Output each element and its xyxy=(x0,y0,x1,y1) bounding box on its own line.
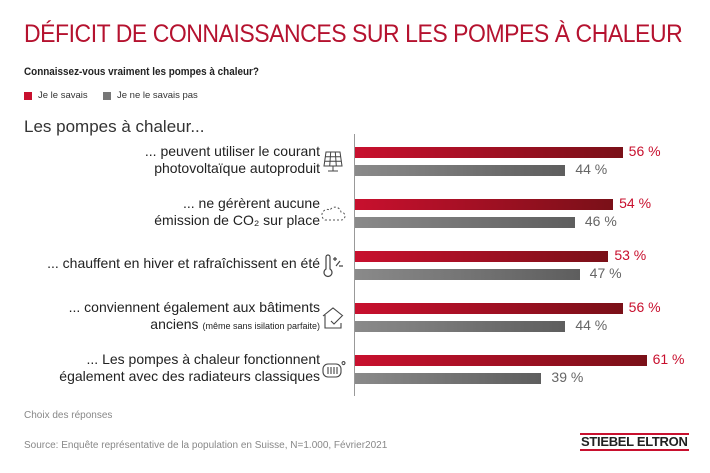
solar-panel-icon xyxy=(320,149,346,175)
category-line2-text: anciens xyxy=(150,316,199,332)
data-label: 46 % xyxy=(584,213,617,229)
category-line2-text: émission de CO₂ sur place xyxy=(154,212,320,228)
data-label: 54 % xyxy=(619,195,652,211)
legend-item-savais-pas: Je ne le savais pas xyxy=(103,90,198,101)
bar-je-le-savais xyxy=(355,251,609,262)
category-line1: ... Les pompes à chaleur fonctionnent xyxy=(86,351,320,367)
category-line2-text: photovoltaïque autoproduit xyxy=(154,160,320,176)
category-line1: ... conviennent également aux bâtiments xyxy=(68,299,320,315)
data-label: 53 % xyxy=(614,247,647,263)
category-line2: anciens (même sans isilation parfaite) xyxy=(69,316,320,335)
bar-je-ne-le-savais-pas xyxy=(355,321,566,332)
radiator-icon xyxy=(320,357,346,383)
house-check-icon xyxy=(320,305,346,331)
category-label: ... Les pompes à chaleur fonctionnent éga… xyxy=(59,351,320,385)
data-label: 44 % xyxy=(575,317,608,333)
category-line1: ... ne gérèrent aucune xyxy=(183,195,320,211)
category-label: ... peuvent utiliser le courant photovolt… xyxy=(145,143,320,177)
data-label: 56 % xyxy=(628,299,661,315)
category-line2-text: également avec des radiateurs classiques xyxy=(59,368,320,384)
chart-title: DÉFICIT DE CONNAISSANCES SUR LES POMPES … xyxy=(24,20,683,48)
category-line2: émission de CO₂ sur place xyxy=(154,212,320,229)
legend-label: Je ne le savais pas xyxy=(117,90,198,101)
category-line2: photovoltaïque autoproduit xyxy=(145,160,320,177)
footnote: Choix des réponses xyxy=(24,410,113,421)
category-note: (même sans isilation parfaite) xyxy=(202,321,320,331)
data-label: 61 % xyxy=(652,351,685,367)
legend-label: Je le savais xyxy=(38,90,88,101)
source-note: Source: Enquête représentative de la pop… xyxy=(24,440,388,451)
category-label: ... ne gérèrent aucune émission de CO₂ su… xyxy=(154,195,320,229)
bar-je-le-savais xyxy=(355,199,614,210)
data-label: 39 % xyxy=(551,369,584,385)
legend-swatch-grey xyxy=(103,91,111,100)
bar-je-ne-le-savais-pas xyxy=(355,165,566,176)
bar-je-ne-le-savais-pas xyxy=(355,373,542,384)
bar-je-ne-le-savais-pas xyxy=(355,269,580,280)
cloud-icon xyxy=(320,201,346,227)
category-line2: également avec des radiateurs classiques xyxy=(59,368,320,385)
brand-logo: STIEBEL ELTRON xyxy=(580,433,689,451)
bar-je-ne-le-savais-pas xyxy=(355,217,575,228)
data-label: 47 % xyxy=(589,265,622,281)
chart-intro: Les pompes à chaleur... xyxy=(24,117,205,136)
category-label: ... conviennent également aux bâtiments a… xyxy=(69,299,320,335)
legend-swatch-red xyxy=(24,91,32,100)
data-label: 56 % xyxy=(628,143,661,159)
thermometer-icon xyxy=(320,253,346,279)
bar-je-le-savais xyxy=(355,147,623,158)
data-label: 44 % xyxy=(575,161,608,177)
chart-subtitle: Connaissez-vous vraiment les pompes à ch… xyxy=(24,66,259,78)
bar-je-le-savais xyxy=(355,355,647,366)
bar-je-le-savais xyxy=(355,303,623,314)
legend-item-savais: Je le savais xyxy=(24,90,88,101)
category-line1: ... chauffent en hiver et rafraîchissent… xyxy=(47,255,320,271)
category-label: ... chauffent en hiver et rafraîchissent… xyxy=(47,255,320,272)
category-line1: ... peuvent utiliser le courant xyxy=(144,143,320,159)
axis-line xyxy=(354,134,355,396)
